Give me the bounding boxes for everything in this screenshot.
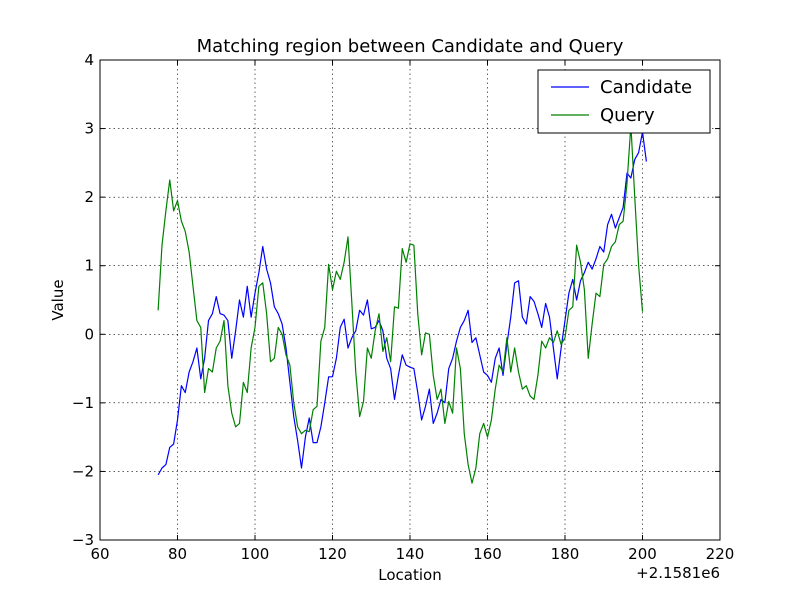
x-tick-label: 80	[168, 545, 187, 563]
x-tick-label: 140	[396, 545, 425, 563]
legend: Candidate Query	[537, 69, 711, 134]
y-tick-label: 0	[84, 325, 94, 343]
x-tick-label: 100	[241, 545, 270, 563]
x-tick-label: 60	[90, 545, 109, 563]
x-tick-label: 200	[628, 545, 657, 563]
x-offset-label: +2.1581e6	[636, 564, 720, 582]
x-tick-label: 180	[551, 545, 580, 563]
series-layer	[157, 124, 647, 484]
series-line-query	[157, 124, 644, 484]
legend-box	[537, 69, 711, 134]
legend-label-query: Query	[600, 105, 655, 126]
x-axis-label: Location	[378, 566, 441, 584]
y-tick-label: −2	[72, 462, 94, 480]
y-tick-label: 4	[84, 51, 94, 69]
series-line-candidate	[157, 131, 647, 476]
grid-layer	[100, 60, 720, 540]
x-tick-label: 160	[473, 545, 502, 563]
x-tick-label: 220	[706, 545, 735, 563]
y-tick-label: −3	[72, 531, 94, 549]
y-axis-label: Value	[49, 279, 67, 320]
y-tick-label: −1	[72, 394, 94, 412]
y-tick-label: 2	[84, 188, 94, 206]
y-tick-label: 3	[84, 120, 94, 138]
tick-layer: 60 80 100 120 140 160 180 200 220 −3 −2 −1 0 1 2 3 4	[72, 51, 734, 563]
x-tick-label: 120	[318, 545, 347, 563]
legend-label-candidate: Candidate	[600, 77, 692, 98]
y-tick-label: 1	[84, 257, 94, 275]
chart-title: Matching region between Candidate and Qu…	[197, 36, 624, 57]
